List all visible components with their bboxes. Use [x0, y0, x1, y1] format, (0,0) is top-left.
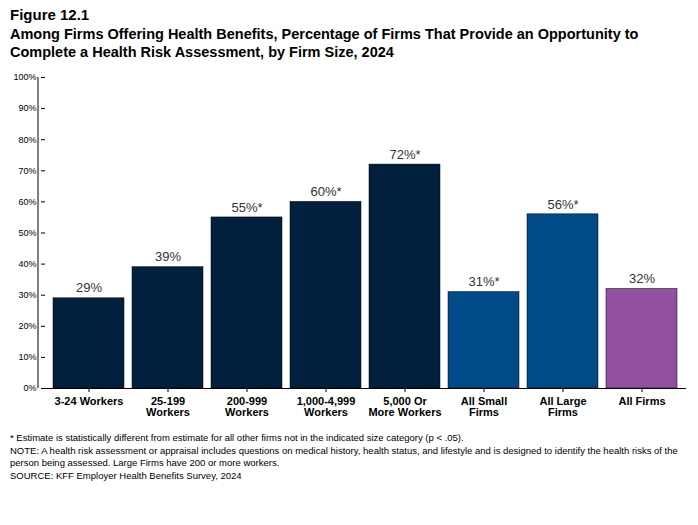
svg-text:29%: 29% [76, 280, 102, 295]
svg-text:60%: 60% [18, 197, 36, 207]
svg-text:All SmallFirms: All SmallFirms [461, 395, 507, 418]
html-text:SOURCE: KFF Employer Health Be: SOURCE: KFF Employer Health Benefits Sur… [10, 469, 242, 481]
svg-text:90%: 90% [18, 103, 36, 113]
svg-text:40%: 40% [18, 259, 36, 269]
svg-text:20%: 20% [18, 321, 36, 331]
svg-text:3-24 Workers: 3-24 Workers [55, 395, 124, 407]
svg-text:200-999Workers: 200-999Workers [225, 395, 269, 418]
svg-text:0%: 0% [23, 383, 36, 393]
svg-text:All Firms: All Firms [618, 395, 665, 407]
html-text:Figure 12.1: Figure 12.1 [10, 6, 90, 23]
svg-text:72%*: 72%* [389, 147, 420, 162]
svg-text:32%: 32% [629, 271, 655, 286]
svg-text:31%*: 31%* [468, 274, 499, 289]
html-text:Among Firms Offering Health Be: Among Firms Offering Health Benefits, Pe… [10, 26, 639, 60]
svg-text:25-199Workers: 25-199Workers [146, 395, 190, 418]
svg-text:60%*: 60%* [310, 184, 341, 199]
svg-text:70%: 70% [18, 166, 36, 176]
svg-text:All LargeFirms: All LargeFirms [539, 395, 586, 418]
svg-text:30%: 30% [18, 290, 36, 300]
html-text:* Estimate is statistically di: * Estimate is statistically different fr… [10, 432, 464, 443]
svg-text:50%: 50% [18, 228, 36, 238]
svg-text:10%: 10% [18, 352, 36, 362]
svg-text:5,000 OrMore Workers: 5,000 OrMore Workers [368, 395, 441, 418]
svg-text:80%: 80% [18, 135, 36, 145]
svg-text:55%*: 55%* [231, 200, 262, 215]
svg-text:1,000-4,999Workers: 1,000-4,999Workers [297, 395, 356, 418]
svg-text:100%: 100% [13, 72, 36, 82]
svg-text:39%: 39% [155, 249, 181, 264]
html-text:NOTE: A health risk assessment: NOTE: A health risk assessment or apprai… [10, 444, 678, 468]
svg-text:56%*: 56%* [547, 197, 578, 212]
